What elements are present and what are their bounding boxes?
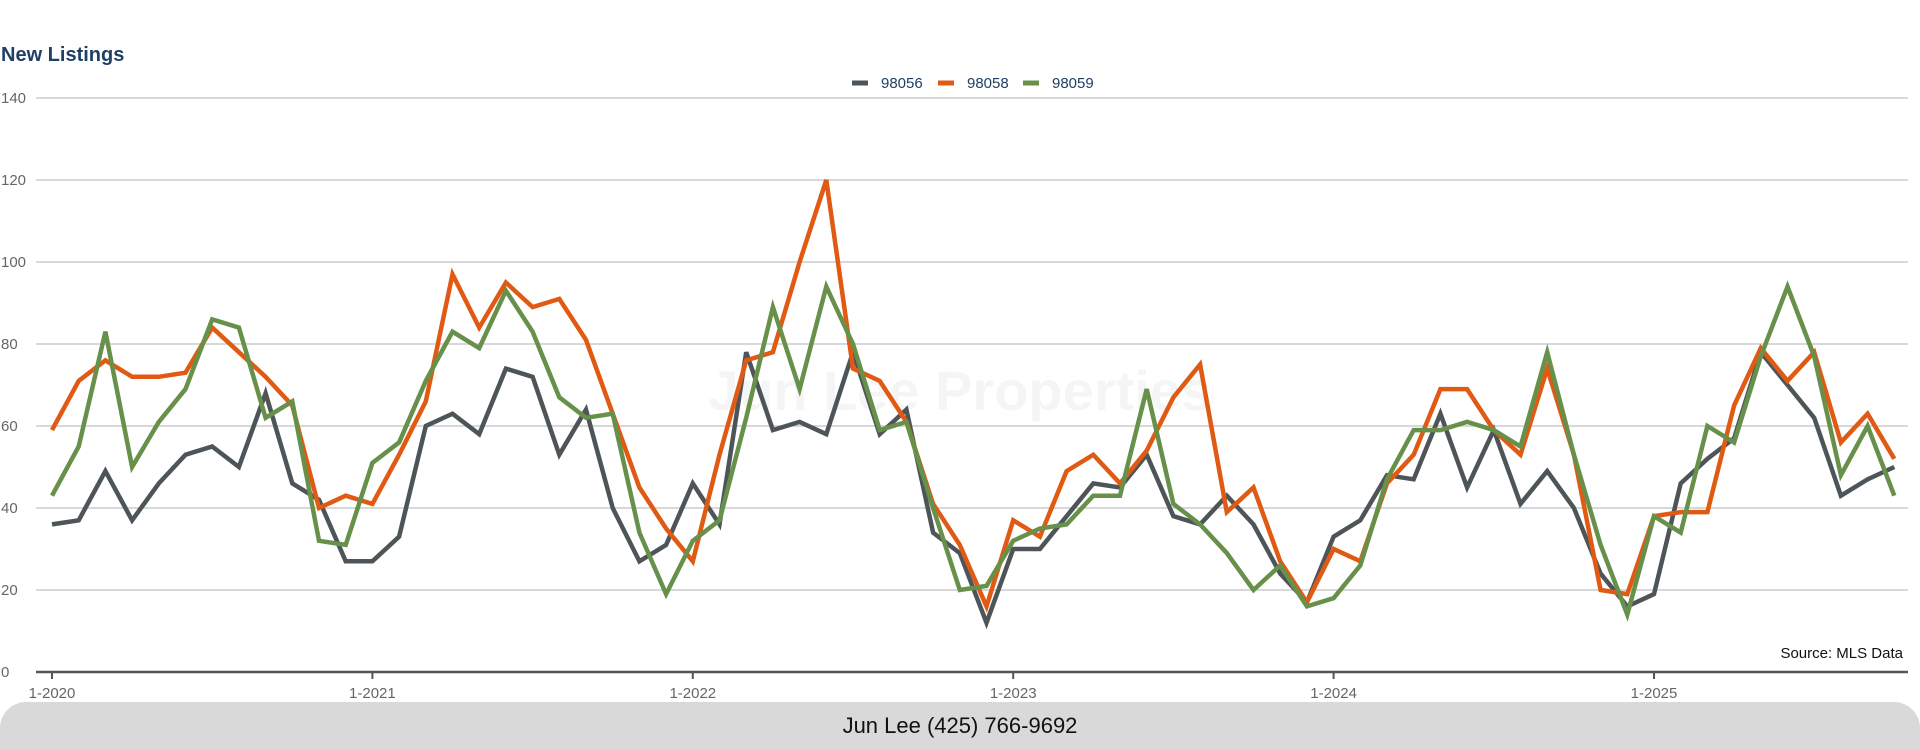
footer-contact: Jun Lee (425) 766-9692 (842, 713, 1078, 738)
x-tick-label: 1-2023 (990, 685, 1037, 702)
watermark-text: Jun Lee Properties (708, 359, 1212, 422)
x-tick-label: 1-2025 (1631, 685, 1678, 702)
y-tick-label: 80 (1, 336, 18, 353)
x-axis: 1-2020 1-2021 1-2022 1-2023 1-2024 1-2025 (29, 670, 1908, 702)
y-tick-label: 20 (1, 582, 18, 599)
legend-label-98058: 98058 (967, 75, 1009, 92)
y-tick-label: 120 (1, 172, 26, 189)
y-tick-label: 40 (1, 500, 18, 517)
series-line-98059 (50, 279, 1897, 622)
legend-label-98056: 98056 (881, 75, 923, 92)
watermark-layer: Jun Lee Properties (708, 359, 1212, 422)
y-tick-label: 0 (1, 664, 9, 681)
source-label: Source: MLS Data (1780, 645, 1903, 662)
chart-title: New Listings (1, 44, 125, 66)
x-tick-label: 1-2021 (349, 685, 396, 702)
y-tick-label: 140 (1, 90, 26, 107)
series-lines (50, 179, 1897, 630)
x-tick-label: 1-2020 (29, 685, 76, 702)
line-chart: Jun Lee Properties 0 20 40 60 80 100 120 140 1-… (1, 75, 1908, 702)
y-tick-label: 60 (1, 418, 18, 435)
legend-label-98059: 98059 (1052, 75, 1094, 92)
x-tick-label: 1-2024 (1310, 685, 1357, 702)
grid-lines: 0 20 40 60 80 100 120 140 (1, 90, 1908, 681)
x-tick-label: 1-2022 (669, 685, 716, 702)
footer-bar: Jun Lee (425) 766-9692 (0, 702, 1920, 750)
legend: 98056 98058 98059 (852, 75, 1094, 92)
y-tick-label: 100 (1, 254, 26, 271)
